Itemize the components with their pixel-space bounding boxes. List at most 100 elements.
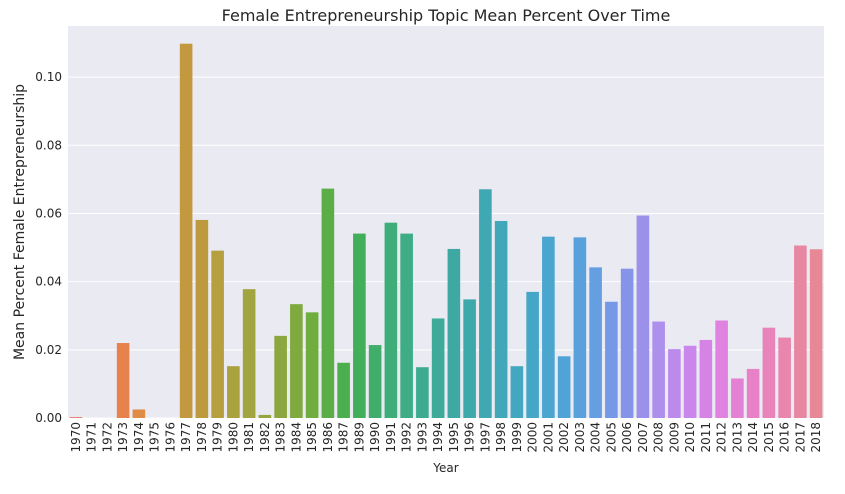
x-tick-label: 1994 xyxy=(431,422,445,453)
bar-2012 xyxy=(715,320,728,418)
bar-1987 xyxy=(337,362,350,418)
bar-2011 xyxy=(699,339,713,418)
bar-1992 xyxy=(400,233,413,418)
x-tick-label: 2010 xyxy=(683,422,697,453)
y-tick-label: 0.04 xyxy=(35,275,62,289)
x-tick-label: 1972 xyxy=(100,422,114,453)
x-tick-label: 1991 xyxy=(384,422,398,453)
bar-2016 xyxy=(778,337,791,418)
x-axis-ticks: 1970 1971 1972 1973 1974 1975 1976 1977 1978 1979… xyxy=(69,422,823,453)
bar-1977 xyxy=(179,43,193,418)
gridlines xyxy=(68,76,824,419)
x-tick-label: 1986 xyxy=(321,422,335,453)
x-tick-label: 1979 xyxy=(211,422,225,453)
bar-2005 xyxy=(605,301,618,418)
x-tick-label: 1983 xyxy=(274,422,288,453)
bar-1982 xyxy=(258,414,272,418)
x-tick-label: 1984 xyxy=(289,422,303,453)
bar-1999 xyxy=(510,366,524,418)
x-tick-label: 2007 xyxy=(636,422,650,453)
x-tick-label: 1998 xyxy=(494,422,508,453)
x-tick-label: 2008 xyxy=(652,422,666,453)
bar-1998 xyxy=(494,220,508,418)
x-axis-label: Year xyxy=(432,461,458,475)
bar-1981 xyxy=(242,289,256,418)
x-tick-label: 1995 xyxy=(447,422,461,453)
bar-2007 xyxy=(636,215,650,418)
x-tick-label: 1976 xyxy=(163,422,177,453)
x-tick-label: 2002 xyxy=(557,422,571,453)
bar-2014 xyxy=(746,368,760,418)
bar-1996 xyxy=(463,299,476,418)
x-tick-label: 2001 xyxy=(541,422,555,453)
y-tick-label: 0.10 xyxy=(35,70,62,84)
bar-2003 xyxy=(573,237,587,418)
x-tick-label: 1987 xyxy=(337,422,351,453)
bar-2008 xyxy=(652,321,665,418)
x-tick-label: 2017 xyxy=(793,422,807,453)
x-tick-label: 2013 xyxy=(730,422,744,453)
x-tick-label: 1993 xyxy=(415,422,429,453)
bars xyxy=(69,43,823,418)
bar-2010 xyxy=(683,345,697,418)
bar-1994 xyxy=(431,318,445,418)
bar-1993 xyxy=(416,367,429,418)
x-tick-label: 2005 xyxy=(604,422,618,453)
x-tick-label: 1970 xyxy=(69,422,83,453)
bar-1990 xyxy=(368,345,382,418)
bar-1984 xyxy=(290,304,303,418)
x-tick-label: 2000 xyxy=(526,422,540,453)
y-axis-ticks: 0.00 0.02 0.04 0.06 0.08 0.10 xyxy=(35,70,62,425)
x-tick-label: 2006 xyxy=(620,422,634,453)
x-tick-label: 1996 xyxy=(463,422,477,453)
x-tick-label: 1992 xyxy=(400,422,414,453)
bar-1983 xyxy=(274,335,287,418)
x-tick-label: 2014 xyxy=(746,422,760,453)
bar-2018 xyxy=(809,249,823,418)
bar-2000 xyxy=(526,291,539,418)
x-tick-label: 2004 xyxy=(589,422,603,453)
x-tick-label: 1989 xyxy=(352,422,366,453)
bar-1989 xyxy=(353,233,366,418)
x-tick-label: 1985 xyxy=(305,422,319,453)
x-tick-label: 1980 xyxy=(226,422,240,453)
x-tick-label: 1978 xyxy=(195,422,209,453)
x-tick-label: 2003 xyxy=(573,422,587,453)
bar-1986 xyxy=(321,188,335,418)
bar-2002 xyxy=(557,356,571,418)
bar-1997 xyxy=(479,189,492,418)
bar-1980 xyxy=(227,366,240,418)
bar-2013 xyxy=(731,378,744,418)
x-tick-label: 2011 xyxy=(699,422,713,453)
bar-1979 xyxy=(211,250,224,418)
plot-background xyxy=(68,26,824,418)
bar-2009 xyxy=(668,349,681,418)
x-tick-label: 1982 xyxy=(258,422,272,453)
x-tick-label: 1990 xyxy=(368,422,382,453)
x-tick-label: 2009 xyxy=(667,422,681,453)
bar-2017 xyxy=(794,245,807,418)
bar-1970 xyxy=(69,416,83,418)
x-tick-label: 1977 xyxy=(179,422,193,453)
bar-1973 xyxy=(116,343,130,418)
y-tick-label: 0.06 xyxy=(35,206,62,220)
x-tick-label: 1973 xyxy=(116,422,130,453)
bar-2006 xyxy=(620,268,634,418)
x-tick-label: 2018 xyxy=(809,422,823,453)
bar-1991 xyxy=(384,222,398,418)
x-tick-label: 1999 xyxy=(510,422,524,453)
bar-1974 xyxy=(132,409,146,418)
chart-title: Female Entrepreneurship Topic Mean Perce… xyxy=(222,6,671,25)
bar-2001 xyxy=(542,236,555,418)
bar-1985 xyxy=(305,312,319,418)
y-tick-label: 0.02 xyxy=(35,343,62,357)
y-tick-label: 0.00 xyxy=(35,411,62,425)
bar-1995 xyxy=(447,248,461,418)
y-tick-label: 0.08 xyxy=(35,138,62,152)
bar-2004 xyxy=(589,267,602,418)
x-tick-label: 1974 xyxy=(132,422,146,453)
x-tick-label: 2012 xyxy=(715,422,729,453)
x-tick-label: 2016 xyxy=(778,422,792,453)
